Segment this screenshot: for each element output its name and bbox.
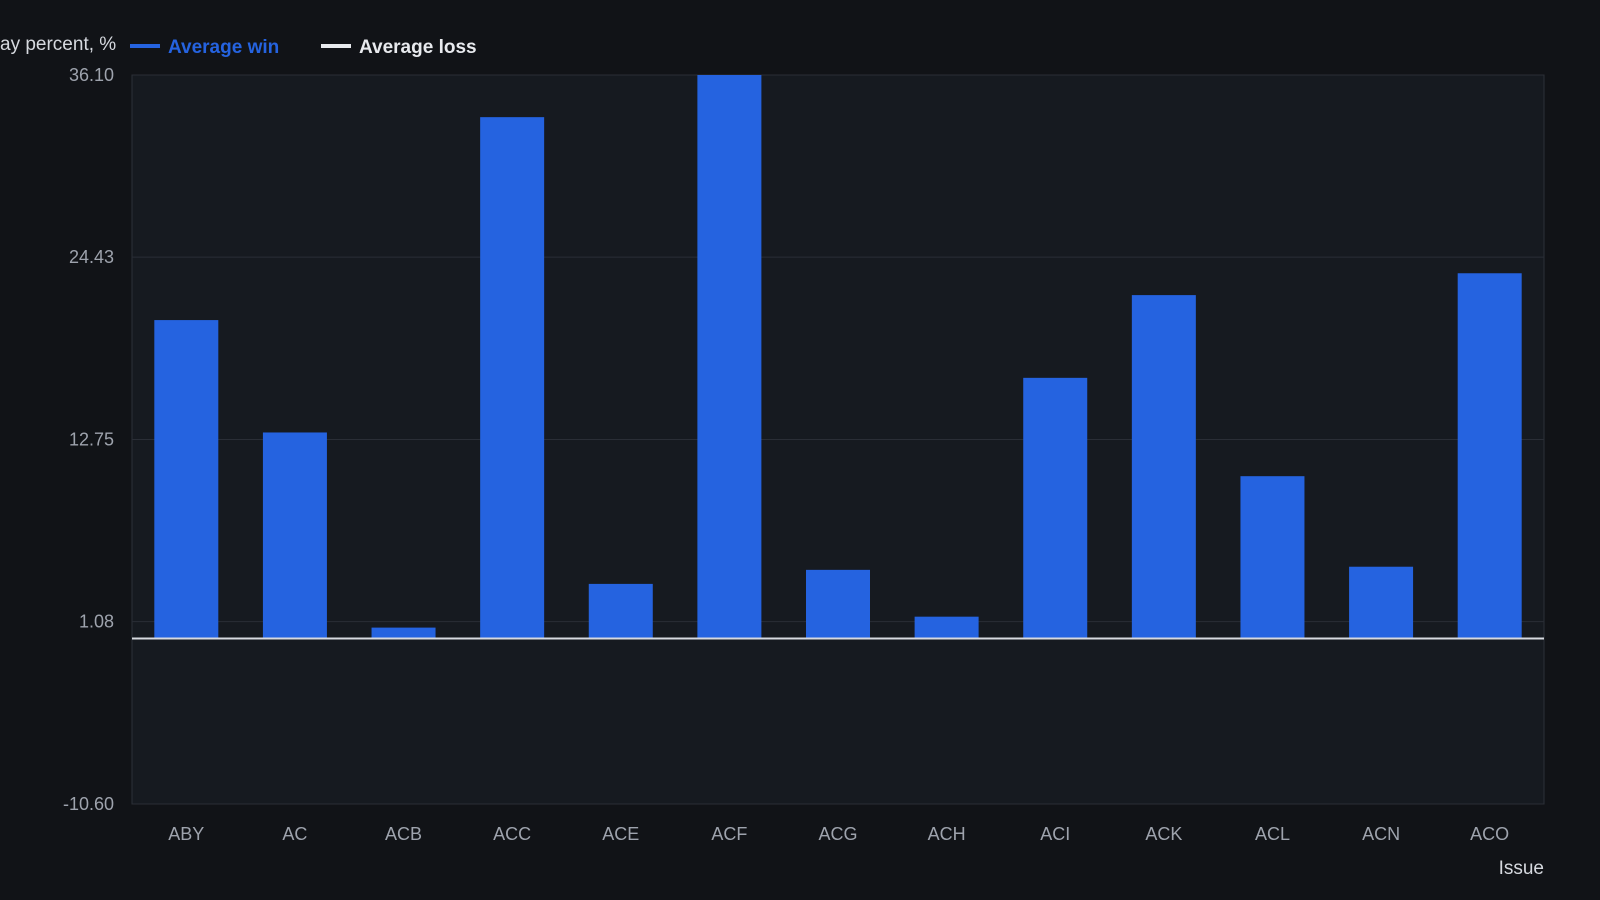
y-tick-label: 12.75	[69, 430, 114, 450]
bar-aco[interactable]	[1457, 273, 1522, 639]
legend-win-label: Average win	[168, 37, 279, 58]
y-tick-label: -10.60	[63, 794, 114, 814]
legend[interactable]: Average win Average loss	[130, 37, 477, 58]
x-tick-label: ACL	[1255, 824, 1290, 844]
x-tick-label: ACE	[602, 824, 639, 844]
x-tick-label: ACK	[1145, 824, 1182, 844]
bar-ac[interactable]	[262, 432, 327, 639]
x-axis-ticks: ABY AC ACB ACC ACE ACF ACG ACH ACI ACK ACL ACN ACO	[168, 824, 1509, 844]
bar-acb[interactable]	[371, 627, 436, 639]
x-tick-label: ACH	[928, 824, 966, 844]
y-tick-label: 1.08	[79, 612, 114, 632]
x-tick-label: ACG	[818, 824, 857, 844]
bar-acf[interactable]	[697, 75, 762, 639]
y-tick-label: 36.10	[69, 65, 114, 85]
legend-loss-label: Average loss	[359, 37, 477, 58]
bar-aby[interactable]	[154, 320, 219, 639]
bar-aci[interactable]	[1023, 377, 1088, 639]
legend-item-average-win[interactable]: Average win	[130, 37, 279, 58]
grid-lines	[132, 74, 1544, 805]
x-tick-label: ACO	[1470, 824, 1509, 844]
y-axis-title: ay percent, %	[0, 34, 116, 55]
bar-acl[interactable]	[1240, 476, 1305, 639]
legend-item-average-loss[interactable]: Average loss	[321, 37, 477, 58]
bar-ack[interactable]	[1131, 295, 1196, 639]
y-tick-label: 24.43	[69, 247, 114, 267]
bar-acc[interactable]	[480, 117, 545, 639]
x-tick-label: ACF	[711, 824, 747, 844]
bar-series	[154, 75, 1522, 639]
bar-acn[interactable]	[1349, 566, 1414, 639]
x-tick-label: ACI	[1040, 824, 1070, 844]
x-tick-label: ACC	[493, 824, 531, 844]
y-axis-ticks: 36.10 24.43 12.75 1.08 -10.60	[63, 65, 114, 814]
x-tick-label: ABY	[168, 824, 204, 844]
bar-acg[interactable]	[806, 569, 870, 639]
bar-ach[interactable]	[914, 616, 979, 639]
bar-ace[interactable]	[588, 583, 653, 639]
x-tick-label: ACN	[1362, 824, 1400, 844]
x-tick-label: AC	[282, 824, 307, 844]
x-axis-title: Issue	[1499, 858, 1544, 879]
x-tick-label: ACB	[385, 824, 422, 844]
